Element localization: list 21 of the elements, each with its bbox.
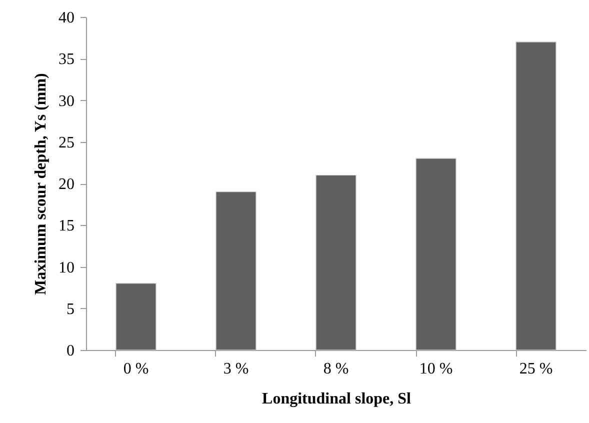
x-tick-label: 10 % <box>419 360 453 378</box>
x-tick-label: 8 % <box>323 360 349 378</box>
x-tick-label: 25 % <box>519 360 553 378</box>
bar <box>416 158 456 350</box>
y-tick-label: 20 <box>58 176 74 193</box>
y-tick-label: 30 <box>58 92 74 110</box>
y-tick-label: 0 <box>66 342 74 360</box>
x-tick-label: 3 % <box>223 360 249 378</box>
y-tick-label: 25 <box>58 134 74 152</box>
bar <box>116 283 156 350</box>
x-tick-label: 0 % <box>123 360 149 378</box>
y-tick-label: 10 <box>58 259 74 276</box>
bar <box>516 42 556 350</box>
x-axis-title: Longitudinal slope, Sl <box>262 390 412 408</box>
bar <box>316 174 356 350</box>
y-tick-label: 40 <box>58 10 74 26</box>
y-tick-label: 5 <box>66 300 74 318</box>
y-tick-label: 15 <box>58 218 74 235</box>
y-axis-title: Maximum scour depth, Ys (mm) <box>32 73 50 295</box>
y-tick-label: 35 <box>58 51 74 68</box>
bar <box>216 191 256 350</box>
